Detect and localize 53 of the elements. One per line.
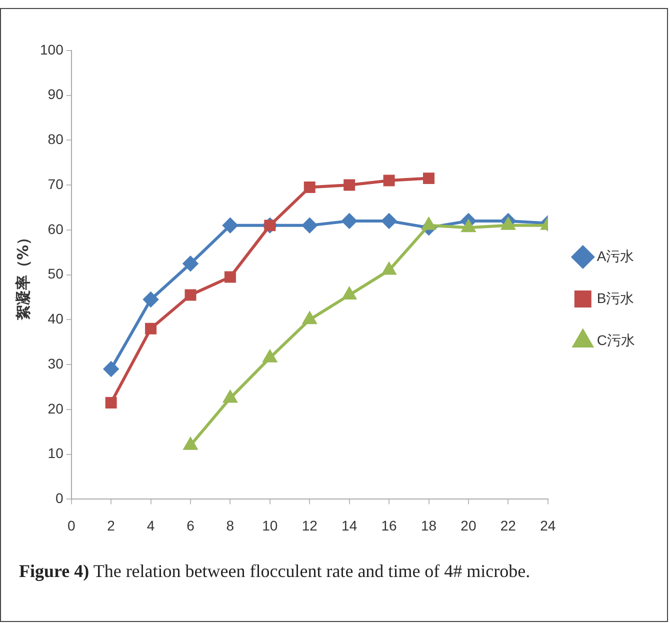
y-tick-label: 20 bbox=[48, 400, 64, 416]
point bbox=[302, 218, 318, 233]
point bbox=[462, 220, 476, 232]
point bbox=[105, 396, 117, 408]
point bbox=[342, 287, 356, 300]
y-tick-label: 0 bbox=[56, 490, 64, 506]
point bbox=[423, 172, 434, 184]
point bbox=[302, 312, 316, 324]
point bbox=[182, 256, 198, 272]
x-tick-label: 24 bbox=[540, 517, 556, 534]
point bbox=[422, 218, 436, 230]
x-tick-label: 6 bbox=[186, 517, 195, 534]
y-tick-label: 50 bbox=[48, 266, 64, 282]
y-tick-label: 100 bbox=[40, 41, 64, 58]
x-tick-label: 18 bbox=[420, 517, 437, 534]
x-tick-label: 0 bbox=[67, 517, 76, 534]
point bbox=[344, 179, 356, 191]
legend-label: A污水 bbox=[596, 248, 634, 264]
point bbox=[224, 271, 236, 283]
x-tick-label: 16 bbox=[381, 517, 398, 534]
point bbox=[224, 390, 237, 403]
legend-label: C污水 bbox=[596, 332, 636, 348]
y-tick-label: 10 bbox=[48, 445, 64, 462]
y-axis-title: 絮凝率（%） bbox=[14, 230, 32, 320]
point bbox=[104, 362, 119, 377]
point bbox=[184, 289, 196, 301]
x-tick-label: 20 bbox=[460, 517, 476, 534]
y-tick-label: 40 bbox=[48, 310, 64, 327]
x-tick-label: 12 bbox=[302, 517, 318, 534]
point bbox=[263, 350, 277, 362]
x-tick-label: 4 bbox=[146, 517, 155, 534]
point bbox=[501, 218, 515, 230]
x-tick-label: 14 bbox=[342, 517, 358, 534]
point bbox=[222, 218, 238, 233]
x-tick-label: 22 bbox=[500, 517, 516, 534]
point bbox=[382, 213, 397, 228]
point bbox=[143, 292, 158, 307]
point bbox=[184, 438, 198, 450]
legend-label: B污水 bbox=[596, 290, 634, 306]
y-tick-label: 30 bbox=[48, 355, 64, 372]
x-tick-label: 8 bbox=[226, 517, 234, 534]
point bbox=[304, 182, 316, 194]
y-tick-label: 70 bbox=[48, 176, 64, 192]
caption: Figure 4) The relation between flocculent rate and time of 4# microbe. bbox=[19, 561, 532, 582]
point bbox=[383, 174, 395, 186]
y-tick-label: 60 bbox=[48, 220, 64, 237]
point bbox=[382, 262, 396, 275]
point bbox=[342, 213, 357, 228]
y-tick-label: 80 bbox=[48, 131, 64, 148]
x-tick-label: 10 bbox=[262, 517, 278, 534]
point bbox=[145, 322, 157, 334]
y-tick-label: 90 bbox=[48, 86, 64, 102]
x-tick-label: 2 bbox=[107, 517, 116, 534]
